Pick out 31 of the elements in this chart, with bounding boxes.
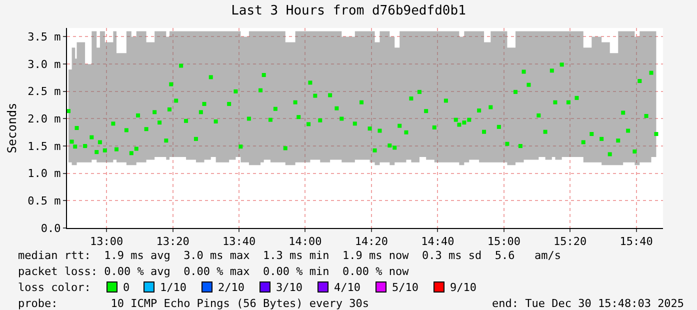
text: packet loss: 0.00 % avg 0.00 % max 0.00 % min 0.00 % now xyxy=(18,265,410,278)
legend-label: 3/10 xyxy=(276,281,302,294)
legend-title: loss color: xyxy=(18,281,91,294)
y-tick-label: 0.0 xyxy=(40,222,61,235)
x-tick-label: 13:00 xyxy=(90,235,124,248)
chart-title: Last 3 Hours from d76b9edfd0b1 xyxy=(231,4,466,19)
x-tick-label: 13:20 xyxy=(156,235,190,248)
y-tick-label: 1.5 m xyxy=(28,140,62,153)
x-tick-label: 15:20 xyxy=(554,235,587,248)
y-tick-label: 0.5 m xyxy=(28,194,62,208)
x-tick-label: 14:00 xyxy=(288,235,322,248)
y-tick-label: 3.5 m xyxy=(28,30,62,44)
legend-label: 4/10 xyxy=(334,281,360,294)
legend-label: 5/10 xyxy=(392,281,418,294)
x-tick-label: 13:40 xyxy=(222,235,256,248)
legend-label: 2/10 xyxy=(218,281,244,294)
x-tick-label: 14:40 xyxy=(421,235,454,248)
text: end: Tue Dec 30 15:48:03 2025 xyxy=(492,297,684,310)
legend-label: 1/10 xyxy=(160,281,186,294)
y-tick-label: 1.0 m xyxy=(28,167,62,180)
y-tick-label: 2.5 m xyxy=(28,85,62,98)
text: median rtt: 1.9 ms avg 3.0 ms max 1.3 ms min 1.9 ms now 0.3 ms sd 5.6 am/s xyxy=(18,249,562,262)
x-tick-label: 14:20 xyxy=(354,235,388,248)
y-tick-label: 3.0 m xyxy=(28,58,62,71)
legend-label: 9/10 xyxy=(450,281,476,294)
y-axis-title: Seconds xyxy=(4,102,19,154)
legend-label: 0 xyxy=(123,281,130,294)
text: probe: 10 ICMP Echo Pings (56 Bytes) every 30s xyxy=(18,297,369,310)
y-tick-label: 2.0 m xyxy=(28,112,62,126)
x-tick-label: 15:40 xyxy=(620,235,653,248)
x-tick-label: 15:00 xyxy=(487,235,520,248)
